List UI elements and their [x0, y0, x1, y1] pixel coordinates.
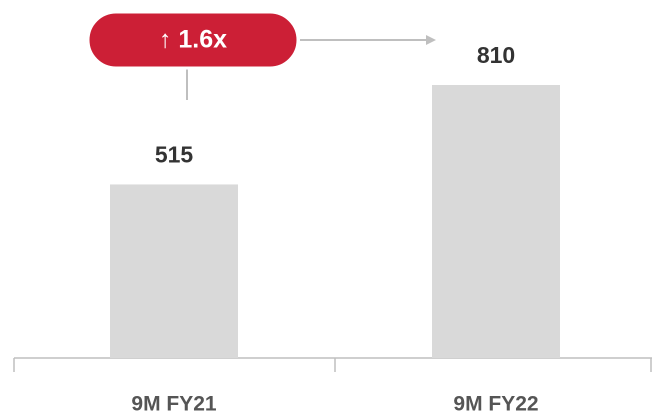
annotation: ↑ 1.6x: [159, 26, 227, 54]
data-label: 810: [477, 42, 515, 68]
data-label: 515: [155, 142, 194, 168]
annotation-badge: [86, 10, 300, 70]
x-tick-label: 9M FY21: [131, 393, 217, 416]
x-tick-label: 9M FY22: [453, 393, 538, 416]
bar: [110, 184, 238, 358]
bar: [432, 85, 560, 358]
